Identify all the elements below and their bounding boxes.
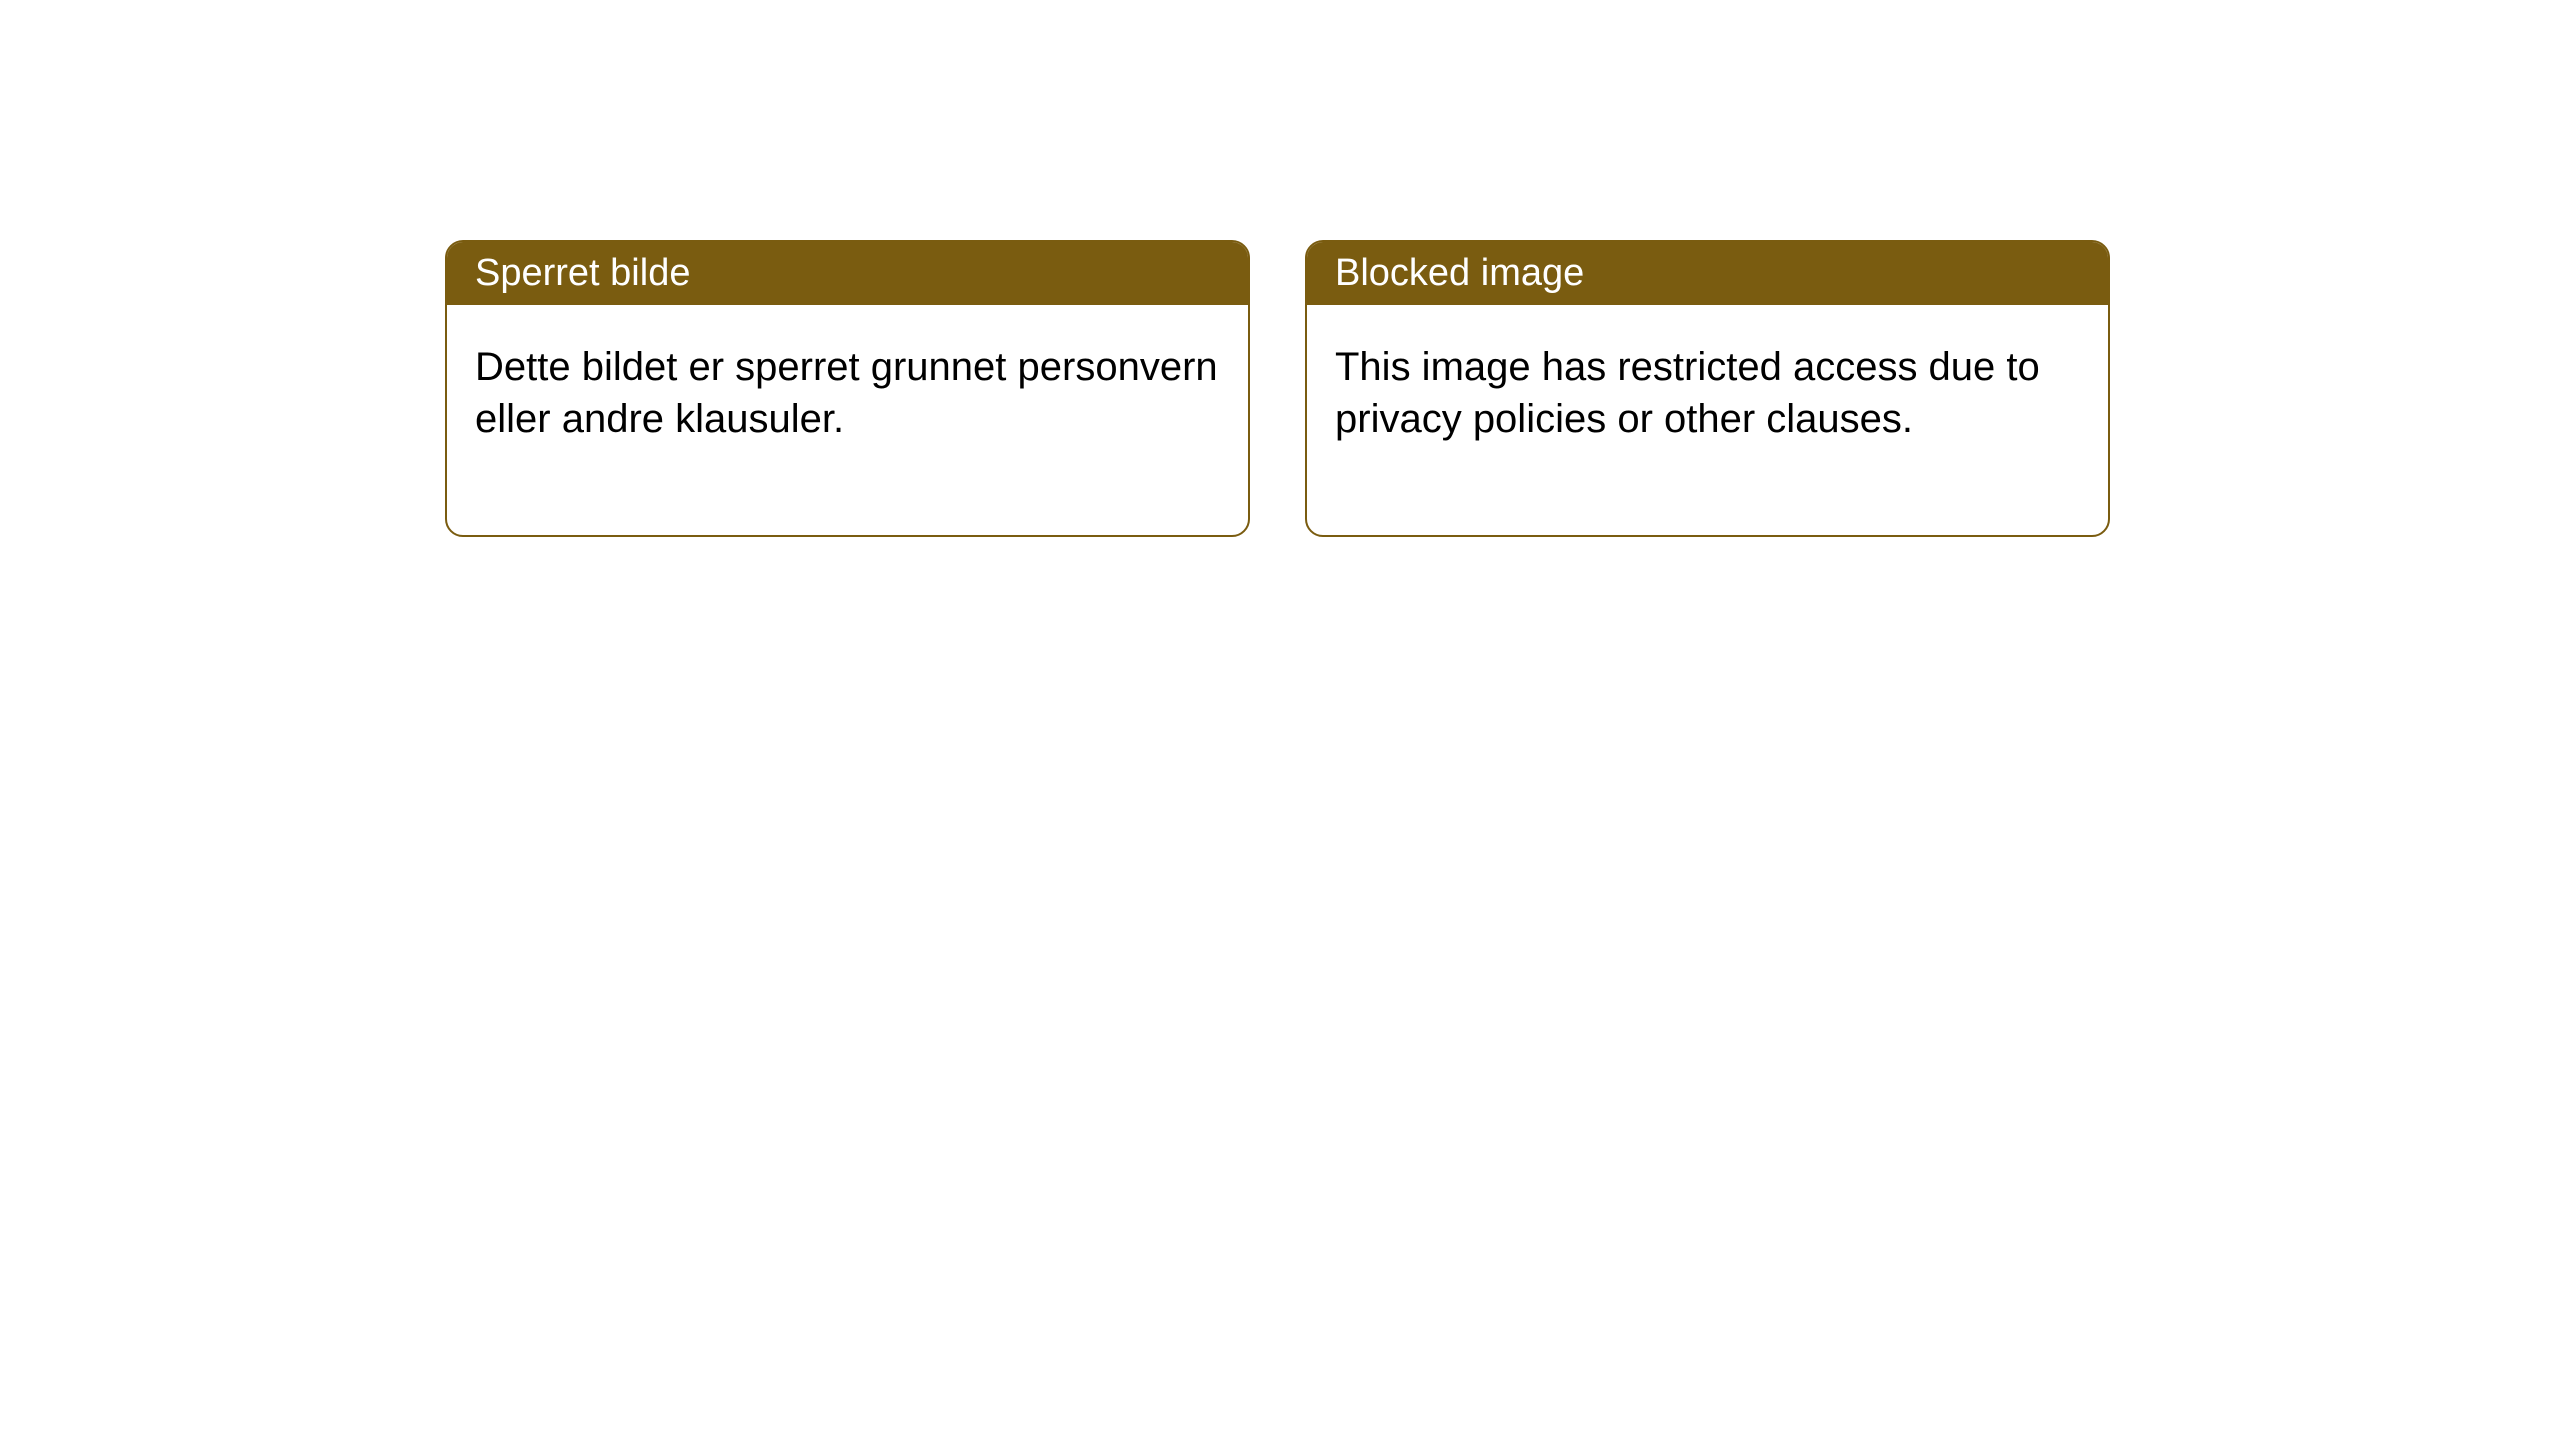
panel-header: Blocked image xyxy=(1307,242,2108,305)
notice-panel-norwegian: Sperret bilde Dette bildet er sperret gr… xyxy=(445,240,1250,537)
panel-body: This image has restricted access due to … xyxy=(1307,305,2108,535)
panel-title: Blocked image xyxy=(1335,252,1584,294)
panel-title: Sperret bilde xyxy=(475,252,690,294)
panel-body: Dette bildet er sperret grunnet personve… xyxy=(447,305,1248,535)
panel-header: Sperret bilde xyxy=(447,242,1248,305)
panel-body-text: Dette bildet er sperret grunnet personve… xyxy=(475,345,1218,441)
panel-body-text: This image has restricted access due to … xyxy=(1335,345,2040,441)
notice-panel-container: Sperret bilde Dette bildet er sperret gr… xyxy=(445,240,2110,537)
notice-panel-english: Blocked image This image has restricted … xyxy=(1305,240,2110,537)
